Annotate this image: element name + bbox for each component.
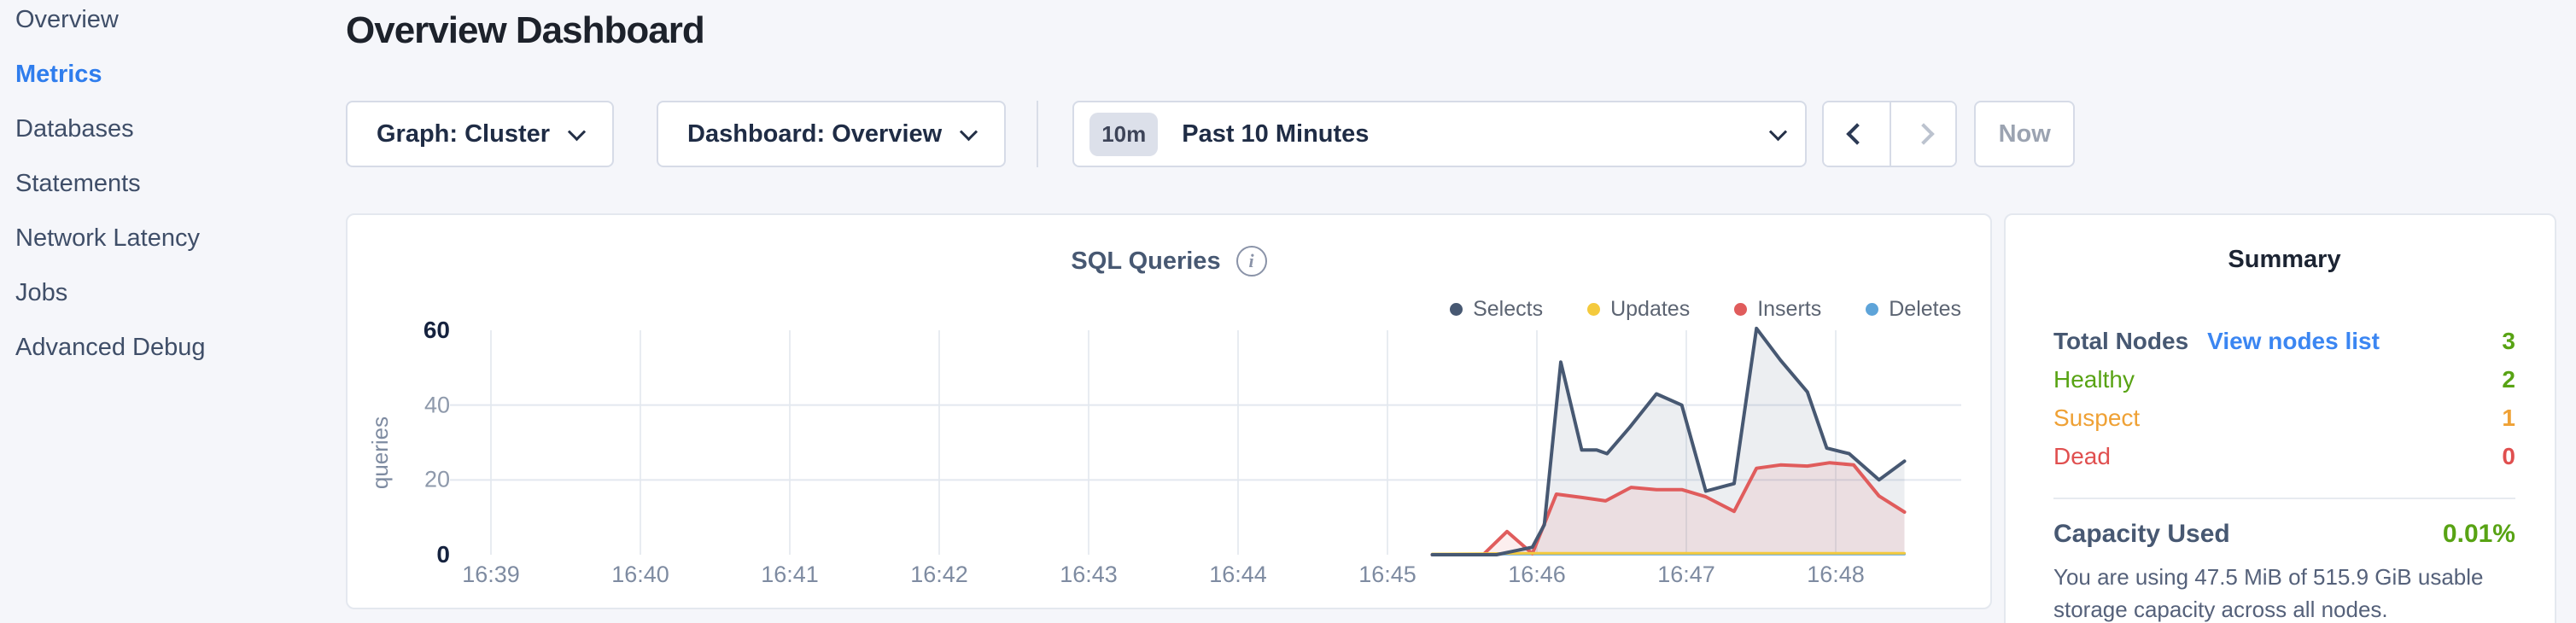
toolbar-divider [1037,101,1039,167]
summary-row-value: 0 [2502,442,2515,469]
summary-row-suspect: Suspect 1 [2053,399,2515,437]
summary-row-value: 2 [2502,365,2515,393]
time-range-label: Past 10 Minutes [1182,119,1370,148]
page-title: Overview Dashboard [346,9,705,51]
summary-row-dead: Dead 0 [2053,437,2515,475]
summary-row-label: Dead [2053,442,2111,469]
legend-dot-selects [1450,303,1463,316]
y-axis-unit-label: queries [367,416,394,490]
summary-title: Summary [2228,246,2341,273]
next-range-button[interactable] [1890,102,1956,166]
summary-row-value: 3 [2502,327,2515,354]
chevron-down-icon [1769,122,1788,141]
legend-label: Deletes [1889,297,1961,321]
summary-panel: Summary Total Nodes View nodes list 3 Healt… [2004,213,2556,623]
x-tick-label: 16:44 [1209,562,1267,587]
sidebar-item-statements[interactable]: Statements [15,169,141,197]
legend-item-inserts: Inserts [1734,297,1821,322]
view-nodes-list-link[interactable]: View nodes list [2207,327,2380,354]
capacity-value: 0.01% [2442,520,2515,548]
content-row: SQL Queries i Selects Updates Inserts Delet… [346,213,2556,623]
legend-dot-deletes [1866,303,1879,316]
legend-label: Selects [1473,297,1544,321]
now-button[interactable]: Now [1974,101,2076,167]
time-range-badge: 10m [1089,112,1159,156]
chart-legend: Selects Updates Inserts Deletes [1450,297,1961,322]
chevron-down-icon [567,122,587,141]
sidebar-item-overview[interactable]: Overview [15,5,119,33]
x-tick-label: 16:45 [1358,562,1417,587]
x-tick-label: 16:48 [1807,562,1865,587]
info-icon[interactable]: i [1235,246,1267,277]
sidebar-item-network-latency[interactable]: Network Latency [15,224,200,252]
toolbar: Graph: Cluster Dashboard: Overview 10m P… [346,101,2556,167]
chevron-right-icon [1912,123,1935,145]
summary-row-label: Suspect [2053,404,2141,431]
time-range-dropdown[interactable]: 10m Past 10 Minutes [1072,101,1808,167]
x-tick-label: 16:42 [910,562,968,587]
y-tick-label: 60 [423,317,450,343]
x-tick-label: 16:41 [761,562,819,587]
x-tick-label: 16:39 [462,562,520,587]
legend-label: Updates [1610,297,1691,321]
main-content: Overview Dashboard Graph: Cluster Dashbo… [346,0,2556,623]
legend-dot-updates [1587,303,1601,316]
y-tick-label: 0 [436,541,450,568]
summary-row-total-nodes: Total Nodes View nodes list 3 [2053,322,2515,360]
graph-dropdown-label: Graph: Cluster [377,119,551,148]
chevron-left-icon [1845,123,1868,145]
sql-queries-chart[interactable] [348,215,1992,609]
dashboard-dropdown[interactable]: Dashboard: Overview [657,101,1007,167]
chart-title: SQL Queries [1071,247,1221,275]
dashboard-dropdown-label: Dashboard: Overview [687,119,943,148]
summary-rows: Total Nodes View nodes list 3 Healthy 2 Suspe… [2053,322,2515,475]
x-tick-label: 16:46 [1508,562,1566,587]
sidebar-item-jobs[interactable]: Jobs [15,278,68,306]
sidebar-item-databases[interactable]: Databases [15,114,134,143]
summary-row-value: 1 [2502,404,2515,431]
sql-queries-chart-card: SQL Queries i Selects Updates Inserts Delet… [346,213,1992,609]
summary-row-label: Total Nodes [2053,327,2189,354]
graph-dropdown[interactable]: Graph: Cluster [346,101,615,167]
sidebar: Overview Metrics Databases Statements Networ… [0,0,333,623]
legend-label: Inserts [1757,297,1822,321]
chart-header: SQL Queries i [348,246,1990,277]
chevron-down-icon [960,122,978,141]
capacity-row: Capacity Used 0.01% [2053,520,2515,549]
legend-item-updates: Updates [1587,297,1690,322]
x-tick-label: 16:43 [1060,562,1118,587]
legend-item-deletes: Deletes [1866,297,1961,322]
legend-dot-inserts [1734,303,1748,316]
prev-range-button[interactable] [1824,102,1890,166]
y-tick-label: 20 [423,466,450,492]
sidebar-item-advanced-debug[interactable]: Advanced Debug [15,333,206,361]
capacity-label: Capacity Used [2053,520,2230,548]
time-step-buttons [1822,101,1958,167]
x-tick-label: 16:47 [1657,562,1715,587]
x-tick-label: 16:40 [611,562,669,587]
summary-divider [2053,498,2515,499]
capacity-description: You are using 47.5 MiB of 515.9 GiB usab… [2053,564,2484,622]
y-tick-label: 40 [423,392,450,418]
sidebar-item-metrics[interactable]: Metrics [15,60,102,88]
legend-item-selects: Selects [1450,297,1543,322]
summary-row-label: Healthy [2053,365,2135,393]
summary-row-healthy: Healthy 2 [2053,360,2515,399]
